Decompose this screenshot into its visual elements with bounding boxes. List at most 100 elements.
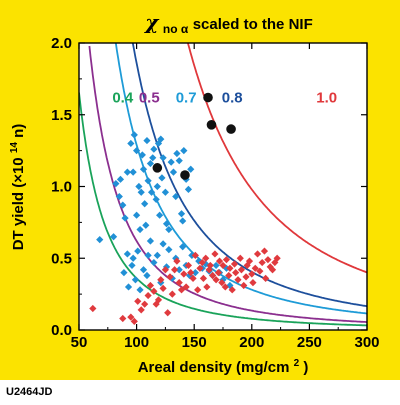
- data-point: [152, 163, 163, 173]
- data-point: [144, 251, 152, 259]
- data-point: [196, 264, 204, 272]
- data-point: [205, 266, 213, 274]
- data-point: [228, 286, 236, 294]
- data-point: [214, 269, 222, 277]
- y-tick-label: 0.5: [51, 250, 72, 267]
- data-point: [222, 256, 231, 264]
- data-point: [120, 269, 128, 277]
- data-point: [153, 182, 161, 191]
- data-point: [159, 240, 167, 248]
- curve-labels-layer: 0.4 0.5 0.7 0.8 1.0: [112, 90, 337, 107]
- data-point: [134, 247, 142, 255]
- data-point: [202, 254, 210, 262]
- data-point: [171, 266, 179, 274]
- x-axis-label-sup: 2: [294, 358, 300, 369]
- title-rest: scaled to the NIF: [193, 16, 313, 33]
- data-point: [167, 158, 175, 166]
- data-point: [211, 250, 219, 258]
- curve-0-4: [79, 92, 367, 327]
- data-point: [137, 306, 145, 314]
- data-point: [184, 261, 193, 270]
- data-point: [130, 317, 138, 325]
- data-point: [115, 192, 123, 201]
- data-point: [164, 309, 172, 317]
- data-point: [154, 296, 163, 304]
- data-point: [175, 279, 183, 287]
- data-point: [262, 274, 270, 282]
- data-point: [157, 276, 165, 284]
- data-point: [172, 192, 180, 201]
- data-point: [124, 283, 133, 291]
- data-point: [260, 247, 269, 255]
- data-point: [187, 269, 195, 277]
- data-point: [219, 261, 227, 270]
- data-point: [141, 300, 149, 308]
- data-point: [209, 271, 217, 280]
- data-point: [123, 250, 131, 258]
- data-point: [128, 261, 136, 270]
- y-axis-label: DT yield (×10 14 n): [4, 124, 27, 251]
- data-point: [175, 157, 183, 165]
- data-point: [240, 281, 248, 290]
- data-point: [144, 177, 152, 185]
- data-point: [245, 257, 254, 265]
- data-point: [226, 124, 236, 134]
- points-layer: [89, 92, 281, 325]
- y-tick-label: 1.5: [51, 107, 72, 124]
- curve-label-0-4: 0.4: [112, 90, 134, 107]
- data-point: [237, 266, 246, 274]
- data-point: [180, 147, 188, 155]
- curve-label-0-5: 0.5: [139, 90, 160, 107]
- data-point: [131, 276, 140, 284]
- data-point: [230, 260, 239, 268]
- data-point: [191, 251, 199, 259]
- data-point: [184, 185, 193, 193]
- data-point: [119, 201, 127, 209]
- data-point: [256, 267, 264, 275]
- data-point: [165, 246, 173, 254]
- data-point: [139, 266, 148, 274]
- data-point: [144, 291, 152, 300]
- data-point: [150, 287, 158, 295]
- data-point: [152, 300, 160, 308]
- x-axis-label: Areal density (mg/cm 2 ): [138, 353, 309, 376]
- data-point: [194, 286, 202, 294]
- data-point: [253, 250, 262, 258]
- data-point: [157, 135, 165, 143]
- data-point: [180, 270, 188, 278]
- chart: χ no α scaled to the NIF 0.4 0.5 0.7 0.8 1.0…: [4, 10, 380, 376]
- data-point: [123, 168, 131, 176]
- data-point: [191, 269, 199, 277]
- data-point: [127, 313, 135, 321]
- y-axis-label-main: DT yield (×10: [10, 157, 27, 250]
- data-point: [141, 200, 149, 208]
- x-tick-label: 200: [239, 334, 264, 351]
- curve-label-0-8: 0.8: [222, 90, 243, 107]
- data-point: [150, 258, 158, 267]
- data-point: [136, 286, 144, 294]
- data-point: [225, 271, 233, 280]
- data-point: [133, 147, 141, 155]
- data-point: [143, 136, 151, 145]
- y-axis-label-end: n): [10, 124, 27, 138]
- data-point: [180, 170, 190, 180]
- data-point: [175, 266, 183, 274]
- y-tick-label: 2.0: [51, 35, 72, 52]
- data-point: [169, 168, 178, 176]
- x-tick-label: 150: [182, 334, 207, 351]
- curve-1-0: [186, 43, 367, 274]
- data-point: [149, 154, 157, 162]
- data-point: [268, 266, 277, 274]
- title-subscript: no α: [163, 22, 189, 36]
- data-point: [146, 159, 155, 168]
- x-tick-label: 250: [297, 334, 322, 351]
- data-point: [177, 286, 186, 294]
- data-point: [138, 151, 146, 159]
- data-point: [273, 254, 281, 262]
- data-point: [173, 149, 181, 158]
- yellow-frame: χ no α scaled to the NIF 0.4 0.5 0.7 0.8 1.0…: [0, 0, 400, 380]
- data-point: [248, 270, 256, 278]
- data-point: [89, 304, 97, 313]
- data-point: [116, 175, 125, 183]
- x-tick-label: 100: [124, 334, 149, 351]
